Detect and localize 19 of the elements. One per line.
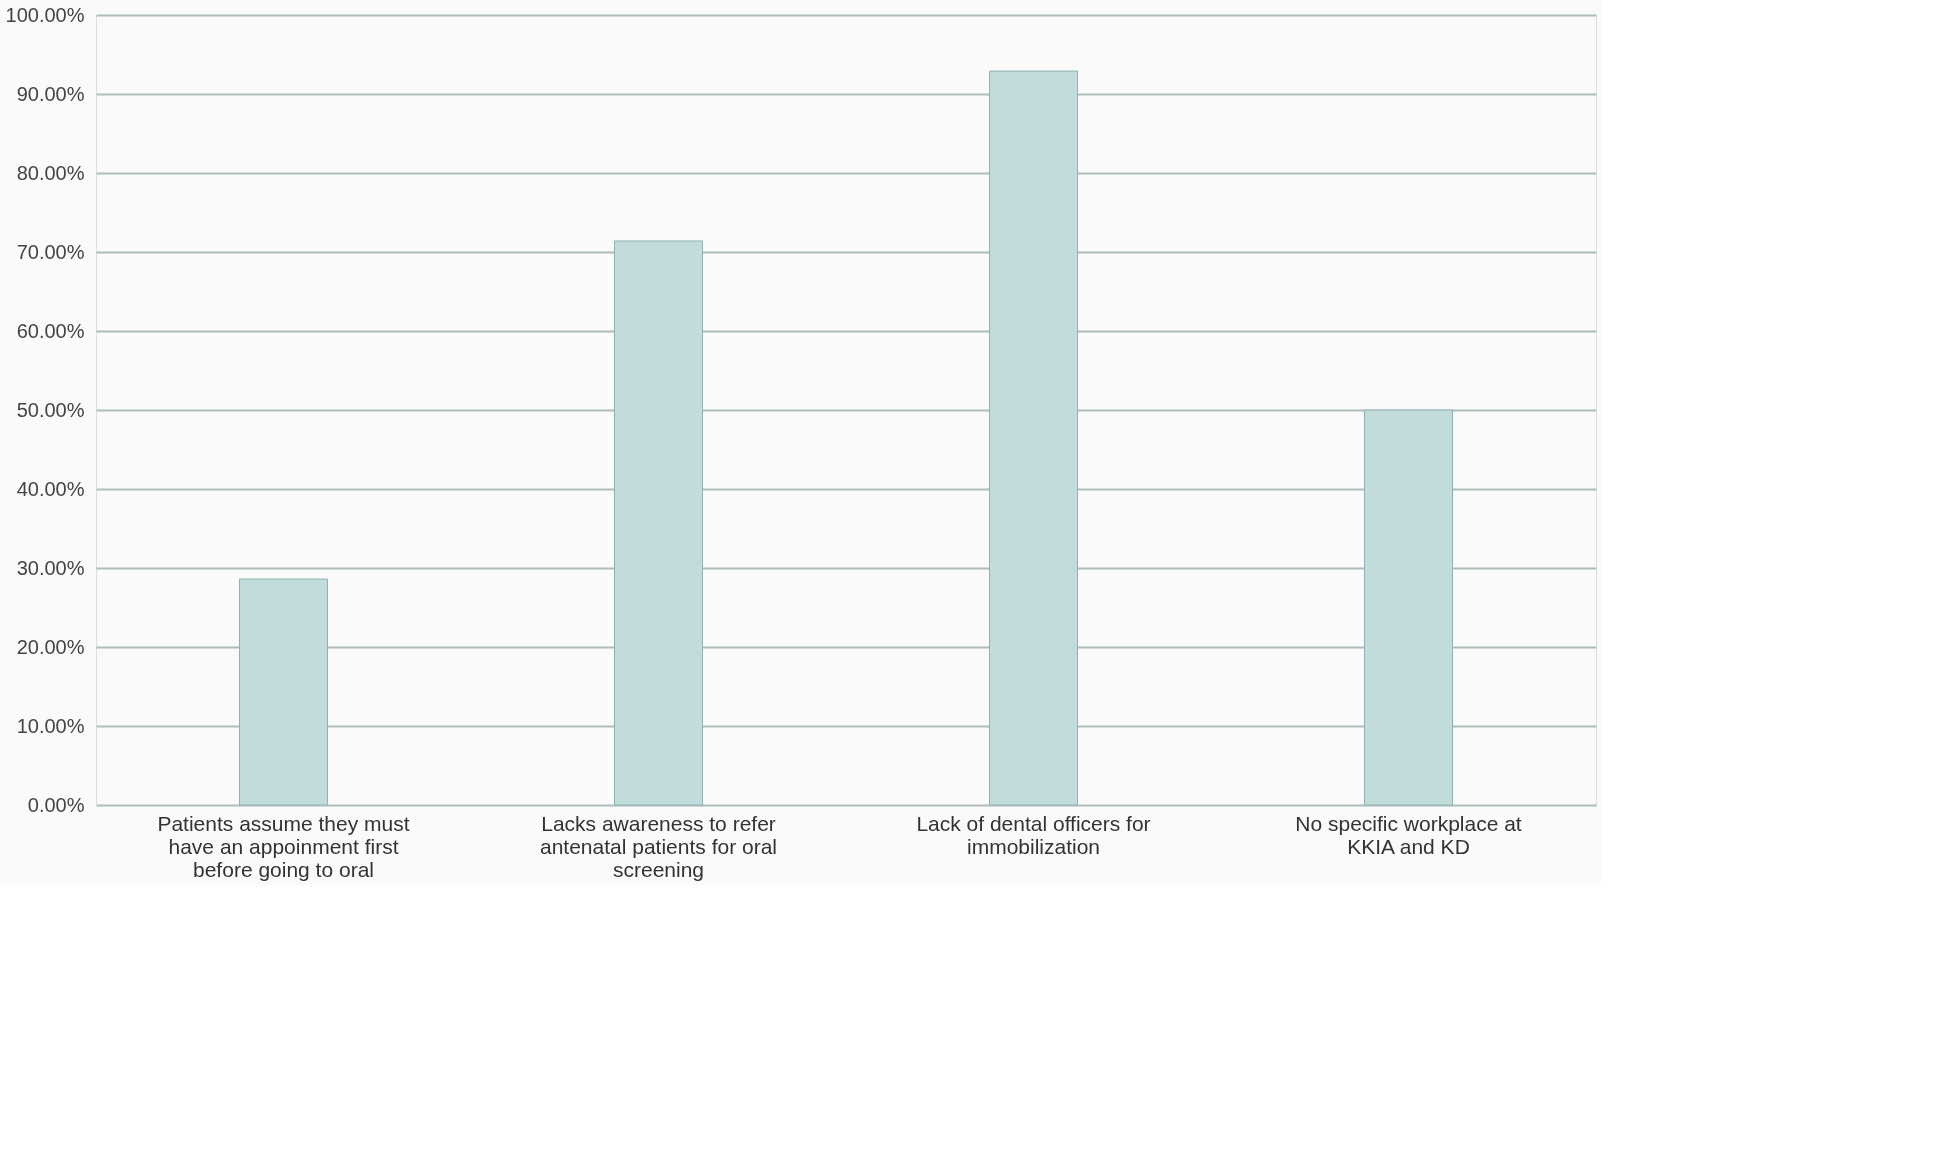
y-tick-label: 70.00% — [16, 240, 85, 263]
y-tick-label: 80.00% — [16, 161, 85, 184]
y-tick-label: 10.00% — [16, 714, 85, 737]
bar — [614, 240, 703, 806]
bar — [989, 70, 1078, 806]
y-tick-label: 60.00% — [16, 319, 85, 342]
bar — [1364, 409, 1453, 806]
bar — [239, 578, 328, 806]
x-tick-label: Lack of dental officers for immobilization — [916, 811, 1151, 858]
x-tick-label: Patients assume they must have an appoinment first before going to oral — [157, 811, 410, 881]
x-tick-label: No specific workplace at KKIA and KD — [1295, 811, 1522, 858]
y-tick-label: 50.00% — [16, 398, 85, 421]
y-tick-label: 100.00% — [5, 3, 85, 26]
x-tick-label: Lacks awareness to refer antenatal patients for oral screening — [540, 811, 777, 881]
y-tick-label: 90.00% — [16, 82, 85, 105]
y-tick-label: 30.00% — [16, 556, 85, 579]
y-tick-label: 0.00% — [27, 793, 85, 816]
y-tick-label: 20.00% — [16, 635, 85, 658]
y-tick-label: 40.00% — [16, 477, 85, 500]
